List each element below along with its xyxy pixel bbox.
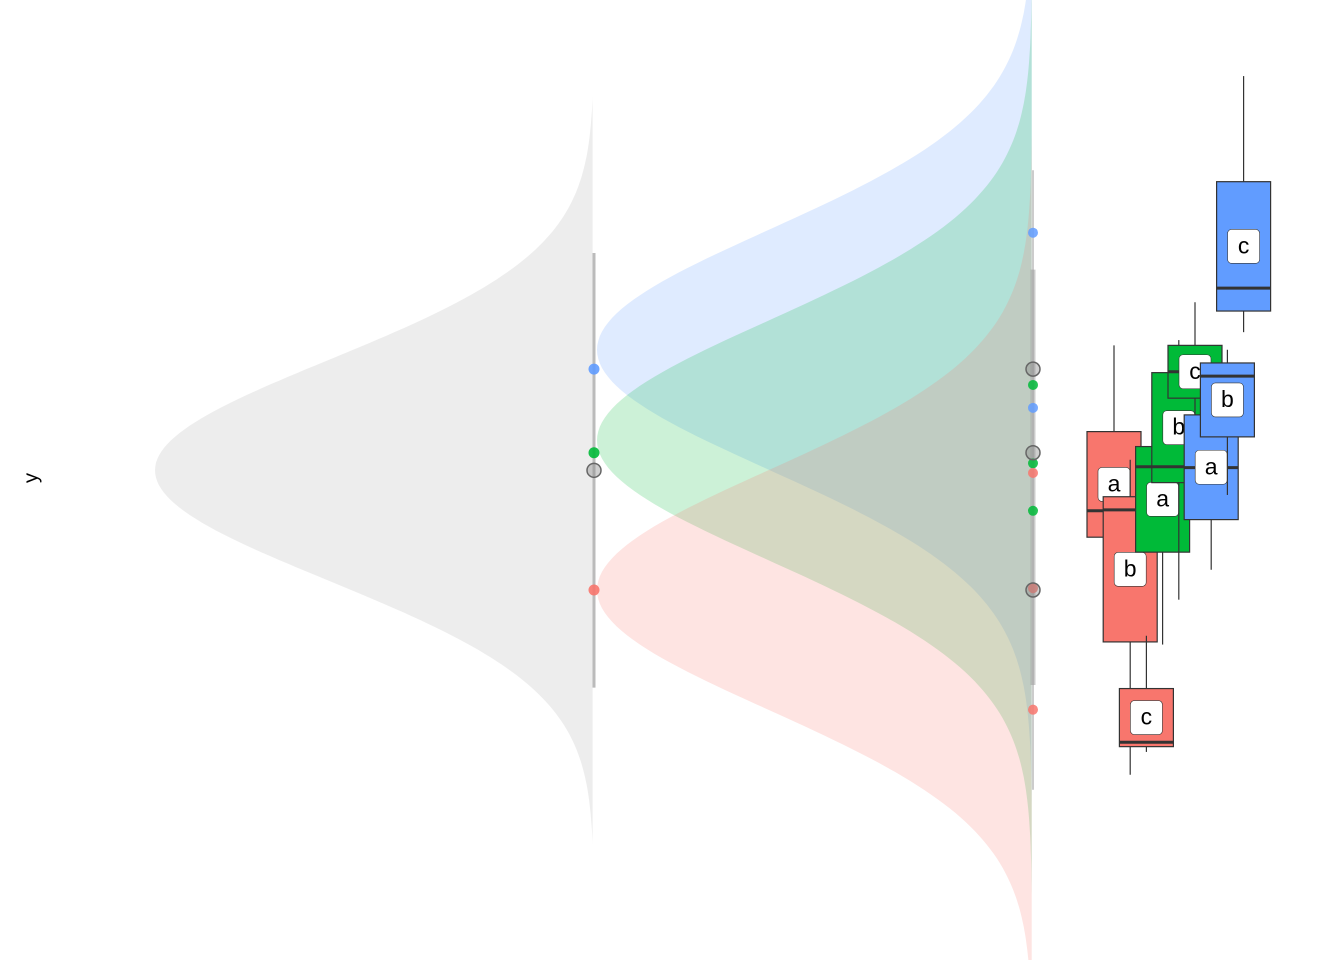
box-label: b — [1221, 386, 1234, 412]
point — [1025, 582, 1041, 598]
point — [1028, 379, 1038, 390]
point — [1028, 227, 1038, 238]
label-box — [1227, 229, 1260, 264]
box-label: b — [1172, 414, 1185, 440]
box-label: c — [1141, 704, 1153, 730]
box-label: a — [1156, 485, 1169, 511]
density — [597, 0, 1032, 805]
y-axis-label: y — [20, 473, 42, 483]
box-label: a — [1108, 470, 1121, 496]
density — [597, 135, 1032, 960]
point — [1028, 458, 1038, 469]
point — [1028, 467, 1038, 478]
density — [597, 0, 1032, 896]
point — [588, 363, 600, 375]
point — [1028, 583, 1038, 594]
label-box — [1211, 382, 1244, 418]
box-label: a — [1205, 453, 1218, 479]
point — [588, 447, 600, 459]
point — [588, 584, 600, 596]
point — [1028, 704, 1038, 715]
point — [586, 462, 602, 479]
box-label: c — [1189, 358, 1201, 384]
density — [155, 96, 593, 845]
label-box — [1130, 700, 1163, 735]
point — [1028, 505, 1038, 516]
box-label: c — [1238, 232, 1250, 258]
point — [1025, 361, 1041, 377]
label-box — [1113, 552, 1147, 587]
point — [1025, 444, 1041, 461]
point — [1028, 402, 1038, 413]
box-label: b — [1124, 555, 1137, 581]
